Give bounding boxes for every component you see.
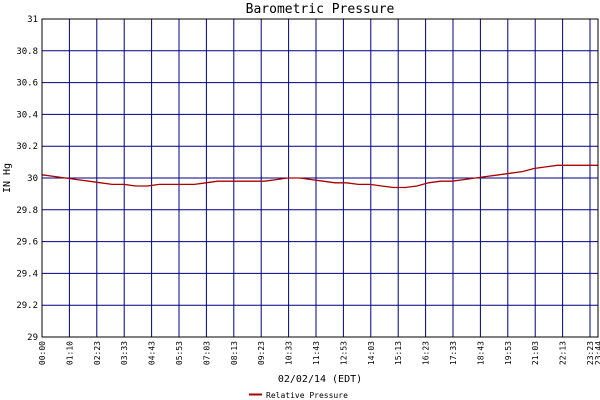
x-tick-label: 05:53 [175,341,184,365]
y-axis-label: IN Hg [2,163,13,193]
x-tick-label: 10:33 [285,341,294,365]
x-tick-label: 16:23 [422,341,431,365]
legend: Relative Pressure [249,391,348,400]
x-tick-label: 23:44 [594,341,600,365]
x-tick-label: 12:53 [339,341,348,365]
y-tick-label: 31 [27,15,38,25]
y-tick-label: 29.8 [16,206,38,216]
y-tick-label: 30.6 [16,79,38,89]
chart-title: Barometric Pressure [246,2,395,17]
x-tick-label: 04:43 [148,341,157,365]
x-tick-label: 18:43 [476,341,485,365]
x-axis: 00:00 01:10 02:23 03:33 04:43 05:53 07:03 08:13… [38,341,600,365]
x-tick-label: 17:33 [449,341,458,365]
y-axis: 29 29.2 29.4 29.6 29.8 30 30.2 30.4 30.6 30.8 31 [16,15,38,343]
series-line-relative-pressure [41,164,598,189]
legend-label: Relative Pressure [266,391,348,400]
x-tick-label: 14:03 [367,341,376,365]
x-tick-label: 01:10 [65,341,74,365]
plot-frame [41,18,599,338]
x-tick-label: 07:03 [202,341,211,365]
x-tick-label: 02:23 [93,341,102,365]
x-tick-label: 23:23 [586,341,595,365]
x-tick-label: 09:23 [257,341,266,365]
x-tick-label: 03:33 [120,341,129,365]
x-axis-label: 02/02/14 (EDT) [278,374,362,385]
y-tick-label: 30.8 [16,47,38,57]
y-tick-label: 30.4 [16,110,38,120]
x-tick-label: 21:03 [531,341,540,365]
grid [42,18,598,338]
x-tick-label: 19:53 [504,341,513,365]
y-tick-label: 29 [27,333,38,343]
y-tick-label: 29.6 [16,238,38,248]
y-tick-label: 30.2 [16,142,38,152]
y-tick-label: 30 [27,174,38,184]
y-tick-label: 29.2 [16,301,38,311]
x-tick-label: 22:13 [559,341,568,365]
x-tick-label: 15:13 [394,341,403,365]
y-tick-label: 29.4 [16,269,38,279]
x-tick-label: 00:00 [38,341,47,365]
x-tick-label: 08:13 [230,341,239,365]
x-tick-label: 11:43 [312,341,321,365]
